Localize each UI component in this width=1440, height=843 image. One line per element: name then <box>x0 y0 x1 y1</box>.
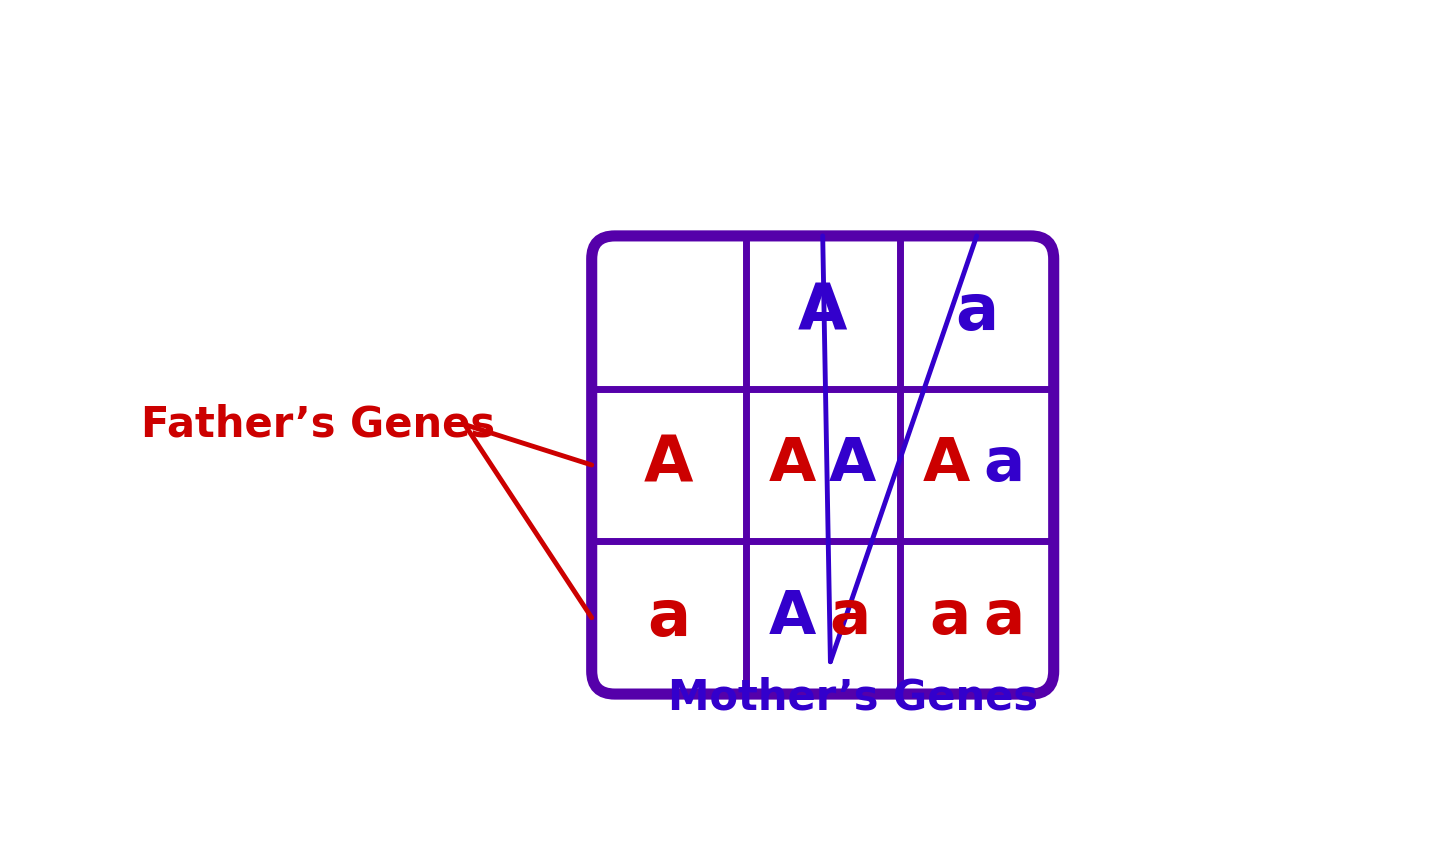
Text: A: A <box>829 436 877 495</box>
Text: A: A <box>798 282 847 343</box>
Text: a: a <box>955 282 998 343</box>
Text: A: A <box>644 434 694 496</box>
FancyBboxPatch shape <box>592 236 1054 694</box>
Text: a: a <box>929 588 971 647</box>
Text: A: A <box>923 436 971 495</box>
Text: Mother’s Genes: Mother’s Genes <box>668 677 1038 719</box>
Text: A: A <box>769 436 816 495</box>
Text: a: a <box>984 436 1024 495</box>
Text: a: a <box>647 587 690 649</box>
Text: a: a <box>829 588 870 647</box>
Text: A: A <box>769 588 816 647</box>
Text: Father’s Genes: Father’s Genes <box>141 404 495 446</box>
Text: a: a <box>984 588 1024 647</box>
